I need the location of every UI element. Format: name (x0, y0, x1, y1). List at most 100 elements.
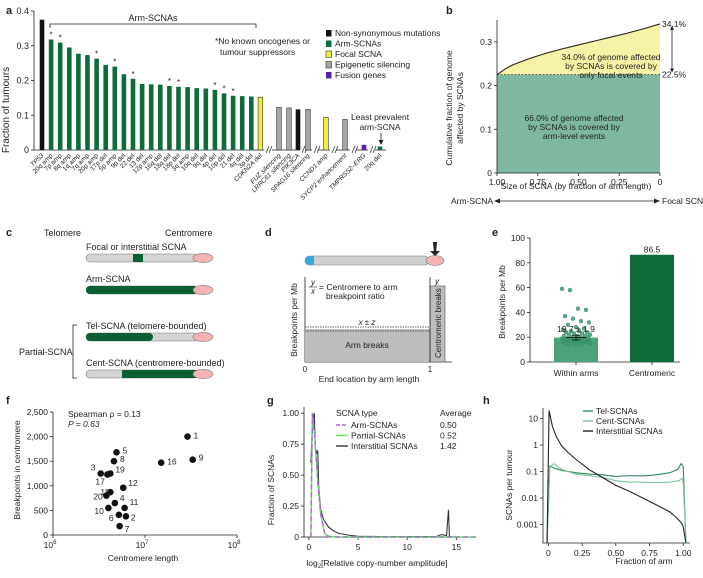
least-prevalent-text-1: Least prevalent (351, 112, 410, 122)
focal-text-line3: only focal events (579, 70, 642, 80)
bar-1q-amp (76, 53, 81, 150)
scatter-point (586, 320, 592, 325)
x-tick-label: 15 (452, 542, 462, 552)
panel-g-xlabel: log2[Relative copy-number amplitude] (306, 558, 447, 570)
x-tick-label: 20q del (363, 152, 383, 172)
arm-scna-bracket-label: Arm-SCNAs (129, 13, 178, 23)
point-label: 2 (131, 512, 136, 522)
focal-text-line2: by SCNAs is covered by (565, 61, 657, 71)
x-tick-label: 0 (658, 177, 663, 187)
legend-label: Interstitial SCNAs (596, 426, 663, 436)
y-tick-label: 0 (520, 357, 525, 367)
series-cent-scnas (546, 462, 687, 544)
panel-b-xlabel: Size of SCNA (by fraction of arm length) (501, 181, 652, 191)
average-legend-title: Average (440, 408, 472, 418)
least-prevalent-label-1: Least prevalent (351, 112, 410, 122)
bar-pik3ca (295, 109, 301, 150)
bar-18p-del (176, 86, 181, 150)
bar-10q-del (194, 88, 199, 150)
arm-segment (86, 286, 198, 294)
star-annotation: * (232, 87, 235, 96)
bar-10p-del (221, 93, 227, 150)
within-arms-value-label: 19.7 ± 1.9 (557, 324, 595, 334)
panel-label-b: b (446, 5, 453, 17)
panel-c: c Telomere Centromere Focal or interstit… (6, 227, 225, 379)
centromere (192, 369, 214, 379)
bar-9p-del (121, 74, 127, 150)
scna-type-label: Tel-SCNA (telomere-bounded) (86, 321, 207, 331)
ratio-text-1: = Centromere to arm (319, 282, 398, 292)
point-label: 11 (130, 497, 139, 507)
bar-7q-amp (85, 55, 90, 150)
bar-20p-amp (94, 58, 99, 150)
scatter-point (568, 328, 574, 334)
footnote-line1: *No known oncogenes or (215, 36, 310, 46)
scatter-point (587, 341, 593, 346)
point-label: 1 (194, 431, 199, 441)
legend-label: Non-synonymous mutations (335, 28, 440, 38)
legend-average: 0.50 (440, 420, 457, 430)
x-tick-label: 0.25 (574, 548, 591, 558)
spearman-stat: Spearman ρ = 0.13 (68, 409, 141, 419)
point-label: 17 (95, 476, 105, 486)
legend-label: Tel-SCNAs (596, 406, 638, 416)
point-label: 19 (115, 465, 125, 475)
chromosome-point (119, 484, 127, 492)
chromosome-point (157, 459, 165, 466)
x-tick-label: 0.25 (611, 177, 628, 187)
y-tick-label: 0 (487, 168, 492, 178)
x-tick-label: 106 (44, 540, 57, 550)
panel-e: e Breakpoints per Mb 0 20 40 60 80 100 Within … (492, 227, 680, 378)
star-annotation: * (59, 34, 62, 43)
partial-scna-label: Partial-SCNA (19, 347, 73, 357)
x-tick-label: Centromeric (629, 368, 676, 378)
panel-d-tick-0: 0 (303, 365, 308, 374)
legend-average: 0.52 (440, 431, 457, 441)
panel-b-ylabel-2: affected by SCNAs (455, 72, 465, 144)
bar-17p-del (103, 64, 108, 150)
chromosome-point (115, 511, 123, 519)
y-tick-label: 0.3 (480, 37, 492, 47)
y-label: y (434, 277, 440, 286)
centromere (192, 285, 214, 295)
y-tick-label: 1 (533, 440, 538, 450)
chromosome-point (121, 504, 128, 512)
bar-5p-amp (112, 66, 118, 150)
partial-scna-bracket (72, 324, 77, 379)
bar-fuz-silencing (276, 106, 282, 151)
scatter-point (576, 328, 582, 334)
focal-only-area (497, 23, 660, 75)
panel-e-ylabel: Breakpoints per Mb (497, 265, 507, 339)
y-tick-label: 0.1 (526, 467, 538, 477)
focal-segment (133, 254, 143, 262)
bar-18q-del (167, 86, 172, 150)
legend-label: Focal SCNA (335, 49, 382, 59)
x-tick-label: 0.50 (570, 177, 587, 187)
bar-spag16-silencing (305, 109, 311, 151)
bar-4p-del (212, 89, 218, 150)
point-label: 6 (109, 513, 114, 523)
legend-swatch (325, 50, 332, 58)
panel-b-ylabel-text-2: affected by SCNAs (455, 72, 465, 144)
scatter-point (567, 287, 573, 293)
panel-label-d: d (265, 227, 272, 239)
point-label: 3 (91, 463, 96, 473)
panel-f-axes (52, 412, 237, 536)
arm-level-area (497, 74, 660, 173)
centromere (192, 332, 214, 342)
legend-label: Epigenetic silencing (335, 60, 410, 70)
star-annotation: * (177, 78, 180, 87)
bar-tmprss2-erg (361, 144, 367, 150)
bar-3p-del (249, 96, 254, 150)
star-annotation: * (50, 30, 53, 39)
bar-16q-del (158, 84, 163, 150)
panel-b-ylabel-1: Cumulative fraction of genome (444, 50, 454, 166)
centromere (425, 255, 445, 266)
legend-label: Partial-SCNAs (351, 431, 406, 441)
scatter-point (566, 342, 572, 347)
least-prevalent-label-2: arm-SCNA (359, 122, 400, 132)
footnote-line2: tumour suppressors (220, 47, 295, 57)
bar-tp53 (39, 19, 45, 150)
star-annotation: * (168, 77, 171, 86)
point-label: 12 (128, 478, 138, 488)
